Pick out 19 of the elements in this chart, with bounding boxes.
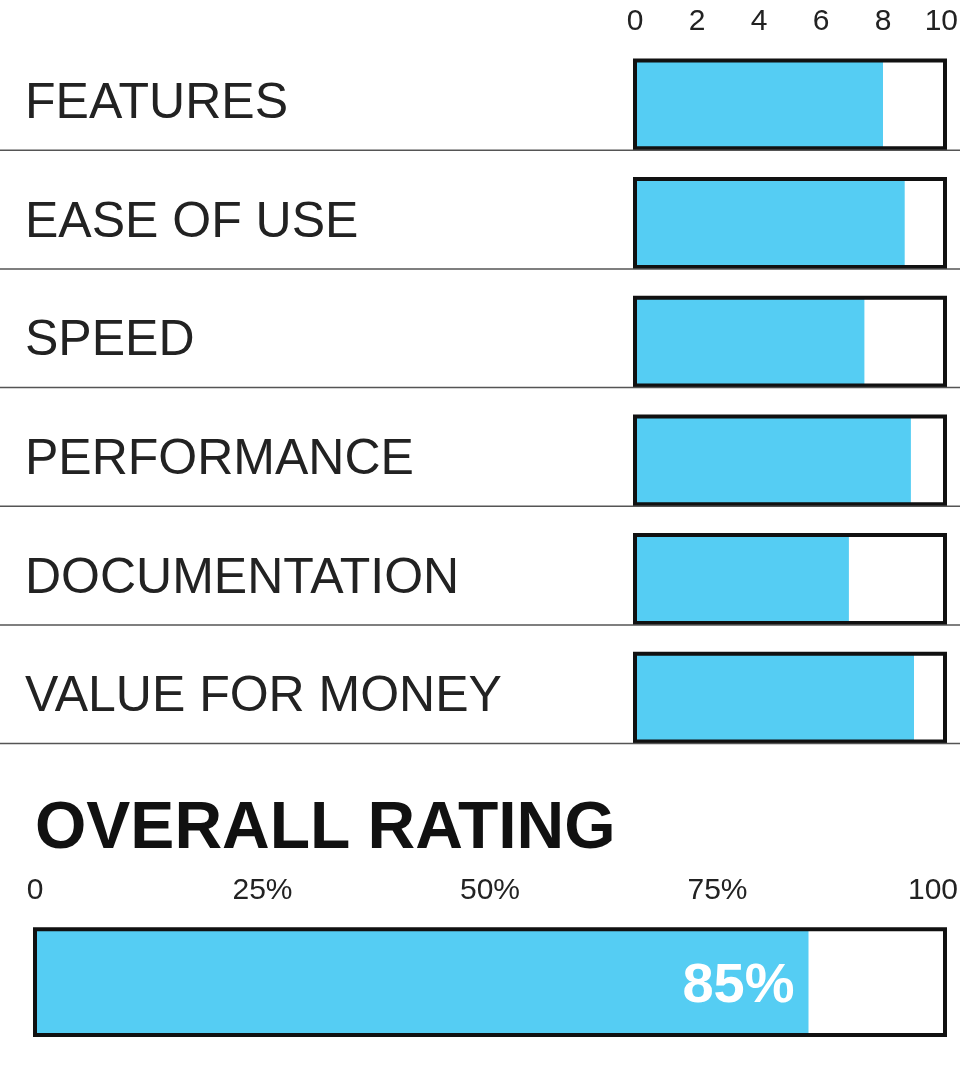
chart-title: OVERALL RATING: [35, 787, 616, 862]
x-tick-label: 10: [924, 3, 958, 37]
y-tick-label: DOCUMENTATION: [25, 547, 460, 604]
x-tick-label: 6: [812, 3, 830, 37]
x-tick-label: 75%: [687, 872, 748, 906]
y-tick-label: EASE OF USE: [25, 191, 359, 248]
x-tick-label: 50%: [459, 872, 521, 906]
y-tick-label: FEATURES: [25, 73, 288, 130]
data-label: 85%: [682, 950, 795, 1014]
x-tick-label: 0: [26, 872, 44, 906]
x-tick-label: 25%: [232, 872, 293, 906]
y-tick-label: PERFORMANCE: [25, 429, 414, 486]
x-tick-label: 100: [907, 872, 958, 906]
x-tick-label: 4: [750, 3, 768, 37]
y-tick-label: VALUE FOR MONEY: [25, 666, 502, 723]
y-tick-label: SPEED: [25, 310, 195, 367]
x-tick-label: 2: [688, 3, 706, 37]
x-tick-label: 8: [874, 3, 892, 37]
x-tick-label: 0: [626, 3, 644, 37]
